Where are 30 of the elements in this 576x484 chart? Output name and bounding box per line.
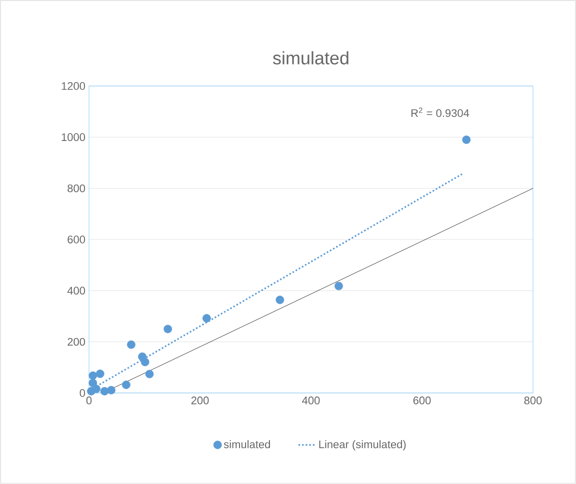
point xyxy=(202,314,211,322)
y-tick-label: 200 xyxy=(68,338,86,346)
y-tick-label: 800 xyxy=(68,184,86,192)
point xyxy=(92,384,100,394)
point xyxy=(164,324,172,334)
legend-label: simulated xyxy=(224,440,270,448)
x-tick-label: 600 xyxy=(413,396,431,404)
point xyxy=(462,136,471,144)
y-tick-label: 0 xyxy=(80,389,86,397)
y-tick-label: 1200 xyxy=(62,82,86,90)
x-tick-label: 800 xyxy=(524,396,542,404)
x-tick-label: 400 xyxy=(302,396,320,404)
y-tick-label: 400 xyxy=(67,286,86,295)
point xyxy=(88,378,98,388)
y-tick-label: 1000 xyxy=(62,133,86,142)
point xyxy=(122,380,130,389)
point xyxy=(276,296,284,304)
x-tick-label: 200 xyxy=(191,396,209,404)
annotation: R$^{2}$ = 0.9304 xyxy=(411,108,470,117)
x-tick-label: 0 xyxy=(86,396,92,404)
point xyxy=(100,386,109,396)
y-tick-label: 600 xyxy=(68,236,86,244)
legend-label: Linear (simulated) xyxy=(319,440,406,450)
point xyxy=(88,371,98,380)
point xyxy=(96,370,104,378)
point xyxy=(140,358,150,366)
point xyxy=(334,282,343,290)
point xyxy=(126,340,136,349)
point xyxy=(145,370,154,378)
chart-title: simulated xyxy=(272,51,348,64)
